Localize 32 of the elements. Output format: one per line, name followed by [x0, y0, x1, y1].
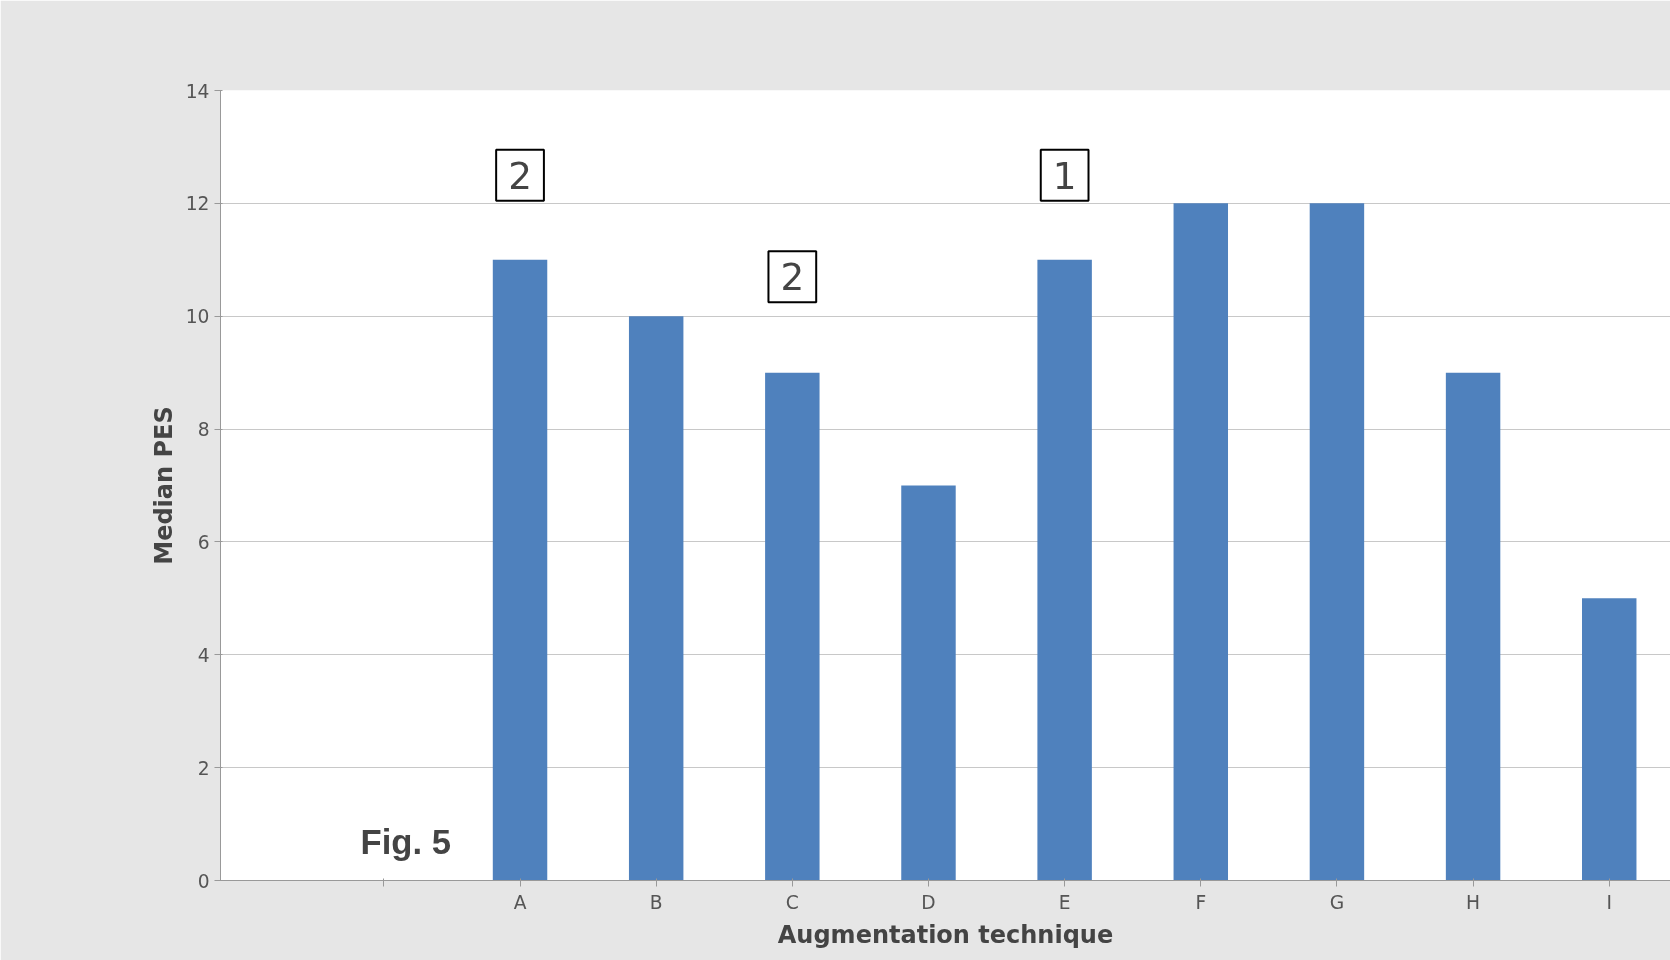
bar [765, 372, 820, 881]
bar [1445, 372, 1501, 881]
y-tick-label: 0 [197, 870, 210, 892]
bar [1309, 203, 1365, 881]
y-tick-label: 6 [197, 531, 210, 553]
x-tick-label: C [785, 891, 799, 913]
y-tick-label: 2 [197, 757, 210, 779]
x-tick-label: E [1058, 891, 1071, 913]
bar [1037, 259, 1092, 881]
annotation: 1 [1052, 153, 1077, 198]
x-axis-title: Augmentation technique [777, 920, 1114, 949]
annotation: Fig. 5 [360, 822, 451, 861]
y-tick-label: 12 [185, 193, 210, 215]
y-tick-label: 8 [197, 419, 210, 441]
y-tick-label: 4 [197, 644, 210, 666]
x-tick-label: B [649, 891, 663, 913]
y-axis-title: Median PES [149, 406, 178, 565]
y-tick-label: 10 [185, 306, 210, 328]
bar [1582, 598, 1637, 881]
x-tick-label: I [1606, 891, 1612, 913]
annotation: 2 [780, 255, 805, 300]
x-tick-label: G [1329, 891, 1345, 913]
bar [901, 485, 956, 881]
bar [628, 316, 684, 881]
bar [492, 259, 548, 881]
x-tick-label: F [1195, 891, 1207, 913]
annotation: 2 [508, 153, 532, 198]
x-tick-label: D [921, 891, 936, 913]
x-tick-label: A [513, 891, 527, 913]
bar [1173, 203, 1229, 881]
y-tick-label: 14 [185, 80, 210, 102]
x-tick-label: H [1466, 891, 1481, 913]
